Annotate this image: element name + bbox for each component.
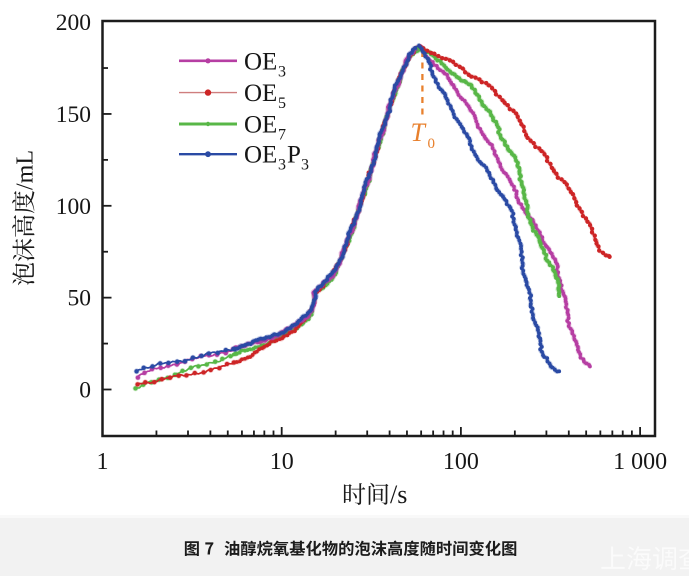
svg-text:100: 100 (443, 449, 479, 475)
svg-text:OE: OE (244, 112, 277, 139)
svg-text:1 000: 1 000 (613, 449, 667, 475)
svg-text:10: 10 (270, 449, 294, 475)
svg-text:OE: OE (244, 80, 277, 107)
svg-text:7: 7 (278, 127, 286, 144)
svg-text:100: 100 (56, 194, 91, 220)
svg-text:3: 3 (278, 157, 286, 174)
svg-text:0: 0 (428, 136, 436, 152)
svg-text:/mL: /mL (13, 150, 39, 190)
svg-text:50: 50 (68, 286, 92, 312)
svg-text:3: 3 (278, 63, 286, 80)
svg-text:1: 1 (97, 449, 109, 475)
svg-text:3: 3 (301, 157, 309, 174)
svg-text:5: 5 (278, 95, 286, 112)
svg-text:0: 0 (79, 378, 91, 404)
svg-text:150: 150 (56, 102, 91, 128)
svg-text:OE: OE (244, 48, 277, 75)
svg-text:T: T (411, 118, 427, 147)
svg-text:200: 200 (56, 10, 91, 36)
svg-text:P: P (287, 142, 301, 169)
svg-text:OE: OE (244, 142, 277, 169)
svg-text:/s: /s (390, 480, 407, 509)
